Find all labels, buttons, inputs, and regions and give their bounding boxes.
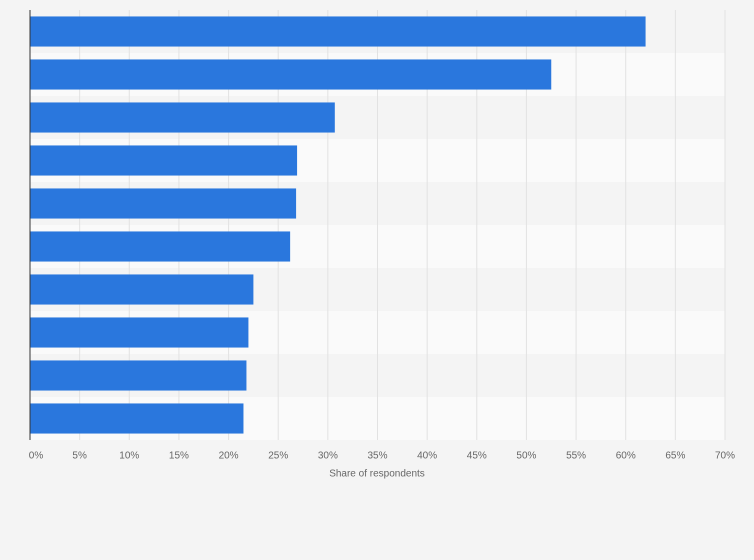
x-tick-label: 40% <box>417 451 437 462</box>
x-tick-label: 0% <box>29 451 44 462</box>
x-tick-label: 55% <box>566 451 586 462</box>
x-tick-label: 5% <box>72 451 87 462</box>
x-tick-label: 35% <box>367 451 387 462</box>
x-tick-label: 70% <box>715 451 735 462</box>
bar <box>30 145 298 176</box>
bar <box>30 403 244 434</box>
bar <box>30 317 249 348</box>
bar <box>30 231 291 262</box>
bar <box>30 59 552 90</box>
x-tick-label: 20% <box>219 451 239 462</box>
x-tick-label: 10% <box>119 451 139 462</box>
x-tick-label: 65% <box>665 451 685 462</box>
x-tick-label: 45% <box>467 451 487 462</box>
bar <box>30 360 247 391</box>
bar <box>30 102 335 133</box>
x-axis-label: Share of respondents <box>329 469 425 480</box>
x-tick-label: 25% <box>268 451 288 462</box>
x-tick-label: 30% <box>318 451 338 462</box>
bar <box>30 16 646 47</box>
x-tick-label: 60% <box>616 451 636 462</box>
x-tick-label: 15% <box>169 451 189 462</box>
x-tick-label: 50% <box>516 451 536 462</box>
bar <box>30 274 254 305</box>
bar <box>30 188 297 219</box>
